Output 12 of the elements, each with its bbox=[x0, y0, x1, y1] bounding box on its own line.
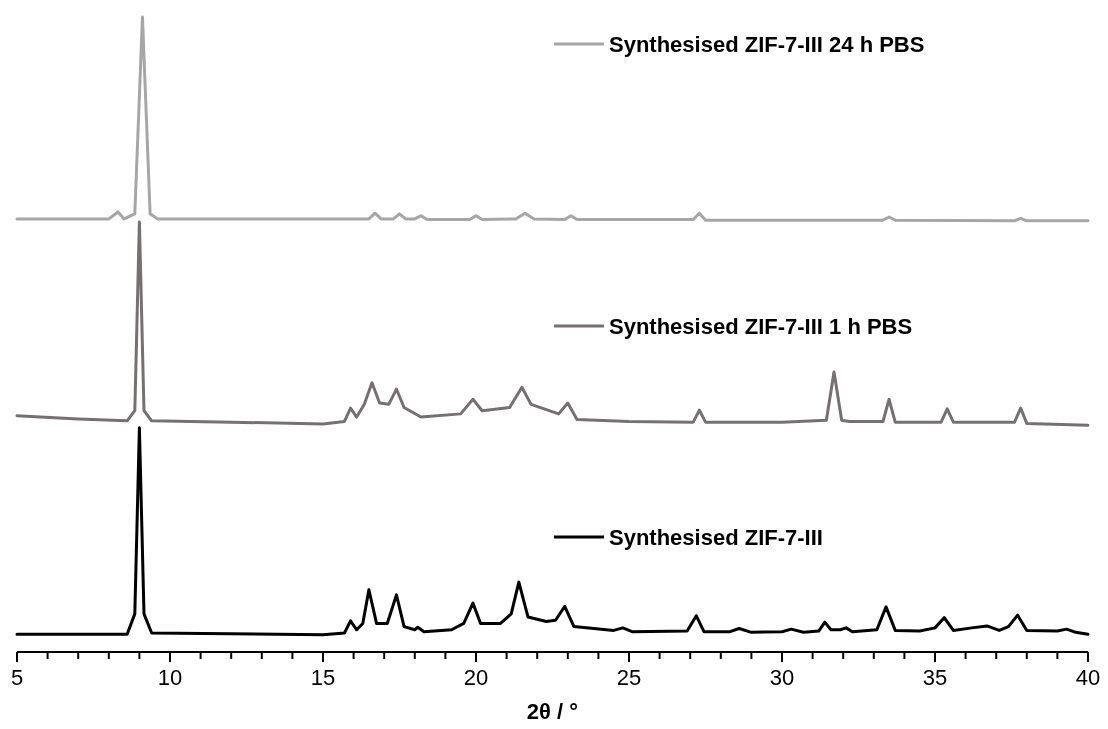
x-tick-label: 15 bbox=[310, 665, 336, 690]
legend-label: Synthesised ZIF-7-III 24 h PBS bbox=[609, 32, 925, 57]
x-tick-label: 30 bbox=[769, 665, 795, 690]
x-tick-label: 25 bbox=[616, 665, 642, 690]
legend-label: Synthesised ZIF-7-III 1 h PBS bbox=[609, 314, 913, 339]
x-tick-label: 35 bbox=[922, 665, 948, 690]
x-tick-label: 20 bbox=[463, 665, 489, 690]
x-tick-label: 10 bbox=[157, 665, 183, 690]
x-axis-title: 2θ / ° bbox=[526, 699, 579, 724]
legend-label: Synthesised ZIF-7-III bbox=[609, 525, 823, 550]
x-tick-label: 40 bbox=[1075, 665, 1101, 690]
x-tick-label: 5 bbox=[10, 665, 24, 690]
